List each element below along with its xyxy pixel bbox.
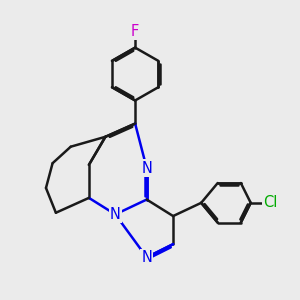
- Text: N: N: [141, 161, 152, 176]
- Text: Cl: Cl: [263, 195, 278, 210]
- Text: N: N: [141, 250, 152, 265]
- Text: F: F: [131, 24, 139, 39]
- Text: N: N: [110, 207, 121, 222]
